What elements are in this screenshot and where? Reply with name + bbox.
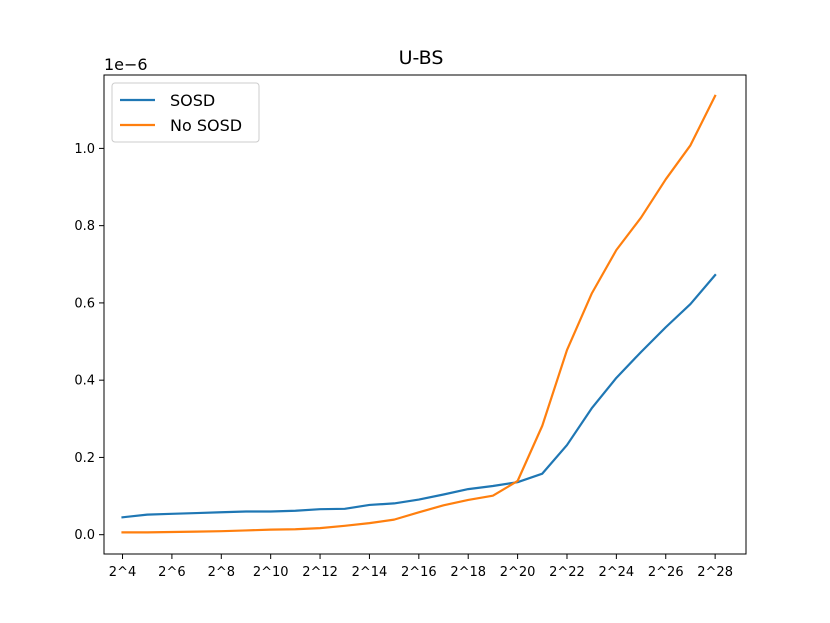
legend-box xyxy=(111,82,260,143)
y-offset-text: 1e−6 xyxy=(104,55,148,74)
x-tick-label: 2^22 xyxy=(549,565,585,580)
y-tick-label: 0.4 xyxy=(74,374,95,389)
plot-frame xyxy=(103,74,747,555)
x-tick-label: 2^20 xyxy=(500,565,536,580)
x-tick-label: 2^24 xyxy=(599,565,635,580)
legend-label-0: SOSD xyxy=(170,91,215,110)
x-tick-label: 2^26 xyxy=(648,565,684,580)
x-axis: 2^4 2^6 2^8 2^10 2^12 2^14 2^16 2^18 2^20 2^22 2^2… xyxy=(109,554,733,580)
chart-title: U-BS xyxy=(399,47,444,69)
y-tick-label: 0.6 xyxy=(74,296,95,311)
legend: SOSD No SOSD xyxy=(111,82,260,143)
x-tick-label: 2^28 xyxy=(697,565,733,580)
x-tick-label: 2^18 xyxy=(450,565,486,580)
series-line-1 xyxy=(121,94,717,534)
y-tick-label: 0.2 xyxy=(74,451,95,466)
plot-series-group xyxy=(121,94,717,534)
y-axis: 0.0 0.2 0.4 0.6 0.8 1.0 xyxy=(74,142,104,543)
x-tick-label: 2^12 xyxy=(302,565,338,580)
x-tick-label: 2^6 xyxy=(158,565,185,580)
x-tick-label: 2^10 xyxy=(253,565,289,580)
series-line-0 xyxy=(121,273,717,519)
legend-label-1: No SOSD xyxy=(170,116,242,135)
x-tick-label: 2^8 xyxy=(208,565,235,580)
y-tick-label: 1.0 xyxy=(74,142,95,157)
x-tick-label: 2^4 xyxy=(109,565,136,580)
y-tick-label: 0.8 xyxy=(74,219,95,234)
x-tick-label: 2^14 xyxy=(352,565,388,580)
y-tick-label: 0.0 xyxy=(74,528,95,543)
x-tick-label: 2^16 xyxy=(401,565,437,580)
